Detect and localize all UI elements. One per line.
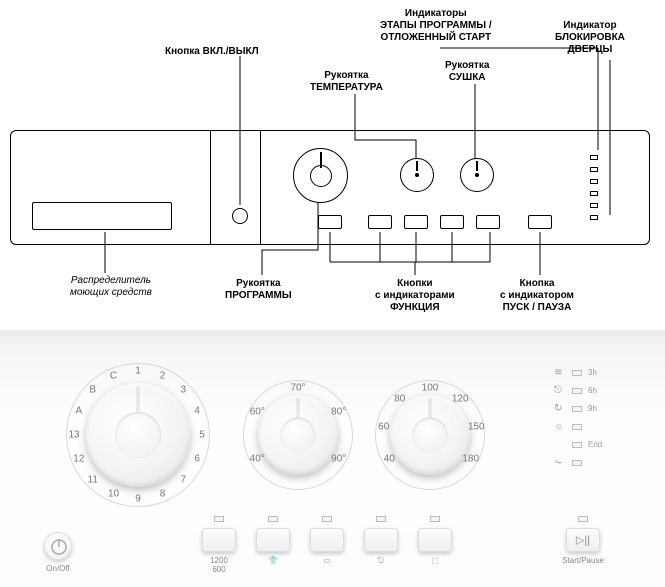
knob-pointer: [296, 398, 300, 418]
function-button[interactable]: [440, 215, 464, 229]
dial-mark: 60°: [250, 406, 265, 417]
dial-mark: 7: [180, 475, 186, 486]
status-icon: ⎋: [554, 385, 562, 396]
temperature-knob[interactable]: [400, 158, 434, 192]
status-led-label: End: [588, 440, 602, 449]
status-led-label: 3h: [588, 368, 597, 377]
dry-knob[interactable]: [460, 158, 494, 192]
dial-mark: 60: [378, 421, 389, 432]
function-button[interactable]: [368, 215, 392, 229]
phase-led: [590, 215, 598, 220]
dial-mark: 11: [88, 475, 98, 486]
button-led: [214, 516, 224, 522]
status-led: [572, 370, 582, 376]
button-led: [376, 516, 386, 522]
dial-mark: 6: [194, 454, 200, 465]
status-icon: ⏦: [554, 457, 562, 468]
photo-power-label: On/Off: [46, 564, 69, 573]
dial-mark: 100: [422, 383, 439, 394]
status-icon: ↻: [554, 403, 562, 414]
photo-panel: 12345678910111213ABC40°60°70°80°90°40608…: [0, 330, 665, 587]
photo-function-button[interactable]: [364, 528, 398, 552]
phase-led: [590, 155, 598, 160]
function-button[interactable]: [404, 215, 428, 229]
dial-mark: 80°: [331, 406, 346, 417]
status-led-label: 9h: [588, 404, 597, 413]
play-pause-icon: ▷||: [576, 534, 590, 547]
panel-divider: [210, 130, 211, 245]
panel-divider: [260, 130, 261, 245]
photo-function-label: ⎋: [378, 556, 384, 566]
function-button[interactable]: [318, 215, 342, 229]
dial-mark: 12: [73, 454, 84, 465]
detergent-dispenser: [32, 202, 172, 230]
button-led: [430, 516, 440, 522]
dial-mark: 5: [199, 430, 205, 441]
dial-mark: 4: [194, 405, 200, 416]
status-led: [572, 406, 582, 412]
dial-mark: 2: [160, 370, 166, 381]
dial-mark: 10: [108, 489, 119, 500]
photo-function-button[interactable]: [202, 528, 236, 552]
dial-mark: 90°: [331, 453, 346, 464]
dial-mark: 40°: [250, 453, 265, 464]
dial-mark: C: [110, 370, 117, 381]
dial-mark: 9: [135, 494, 141, 505]
dial-mark: 1: [135, 366, 141, 377]
photo-power-button[interactable]: [44, 532, 72, 560]
status-led: [572, 442, 582, 448]
power-button[interactable]: [232, 208, 248, 224]
status-led-label: 6h: [588, 386, 597, 395]
phase-led: [590, 203, 598, 208]
dial-mark: 8: [160, 489, 166, 500]
status-led: [572, 424, 582, 430]
status-led: [572, 460, 582, 466]
program-knob[interactable]: [293, 148, 348, 203]
dial-mark: 180: [462, 453, 479, 464]
button-led: [268, 516, 278, 522]
dial-mark: A: [76, 405, 83, 416]
function-button[interactable]: [476, 215, 500, 229]
phase-led: [590, 167, 598, 172]
photo-function-button[interactable]: [418, 528, 452, 552]
dial-mark: 80: [394, 393, 405, 404]
photo-function-button[interactable]: [256, 528, 290, 552]
button-led: [322, 516, 332, 522]
photo-function-label: 👕: [268, 556, 278, 565]
phase-led: [590, 179, 598, 184]
photo-start-pause-button[interactable]: ▷||: [566, 528, 600, 552]
start-pause-button[interactable]: [528, 215, 552, 229]
dial-mark: 120: [452, 393, 469, 404]
status-icon: ☼: [554, 421, 563, 432]
photo-function-label: 1200 600: [210, 556, 228, 574]
dial-mark: 70°: [290, 383, 305, 394]
photo-function-label: ▭: [323, 556, 331, 565]
dial-mark: 13: [68, 430, 79, 441]
photo-start-pause-label: Start/Pause: [562, 556, 604, 565]
dial-mark: 3: [180, 384, 186, 395]
knob-pointer: [428, 398, 432, 418]
button-led: [578, 516, 588, 522]
photo-function-button[interactable]: [310, 528, 344, 552]
knob-pointer: [136, 386, 140, 412]
status-icon: ≋: [554, 367, 562, 378]
phase-led: [590, 191, 598, 196]
status-led: [572, 388, 582, 394]
dial-mark: B: [89, 384, 96, 395]
dial-mark: 40: [384, 453, 395, 464]
power-icon: [45, 533, 73, 561]
dial-mark: 150: [468, 421, 485, 432]
photo-function-label: ⬚: [431, 556, 439, 565]
